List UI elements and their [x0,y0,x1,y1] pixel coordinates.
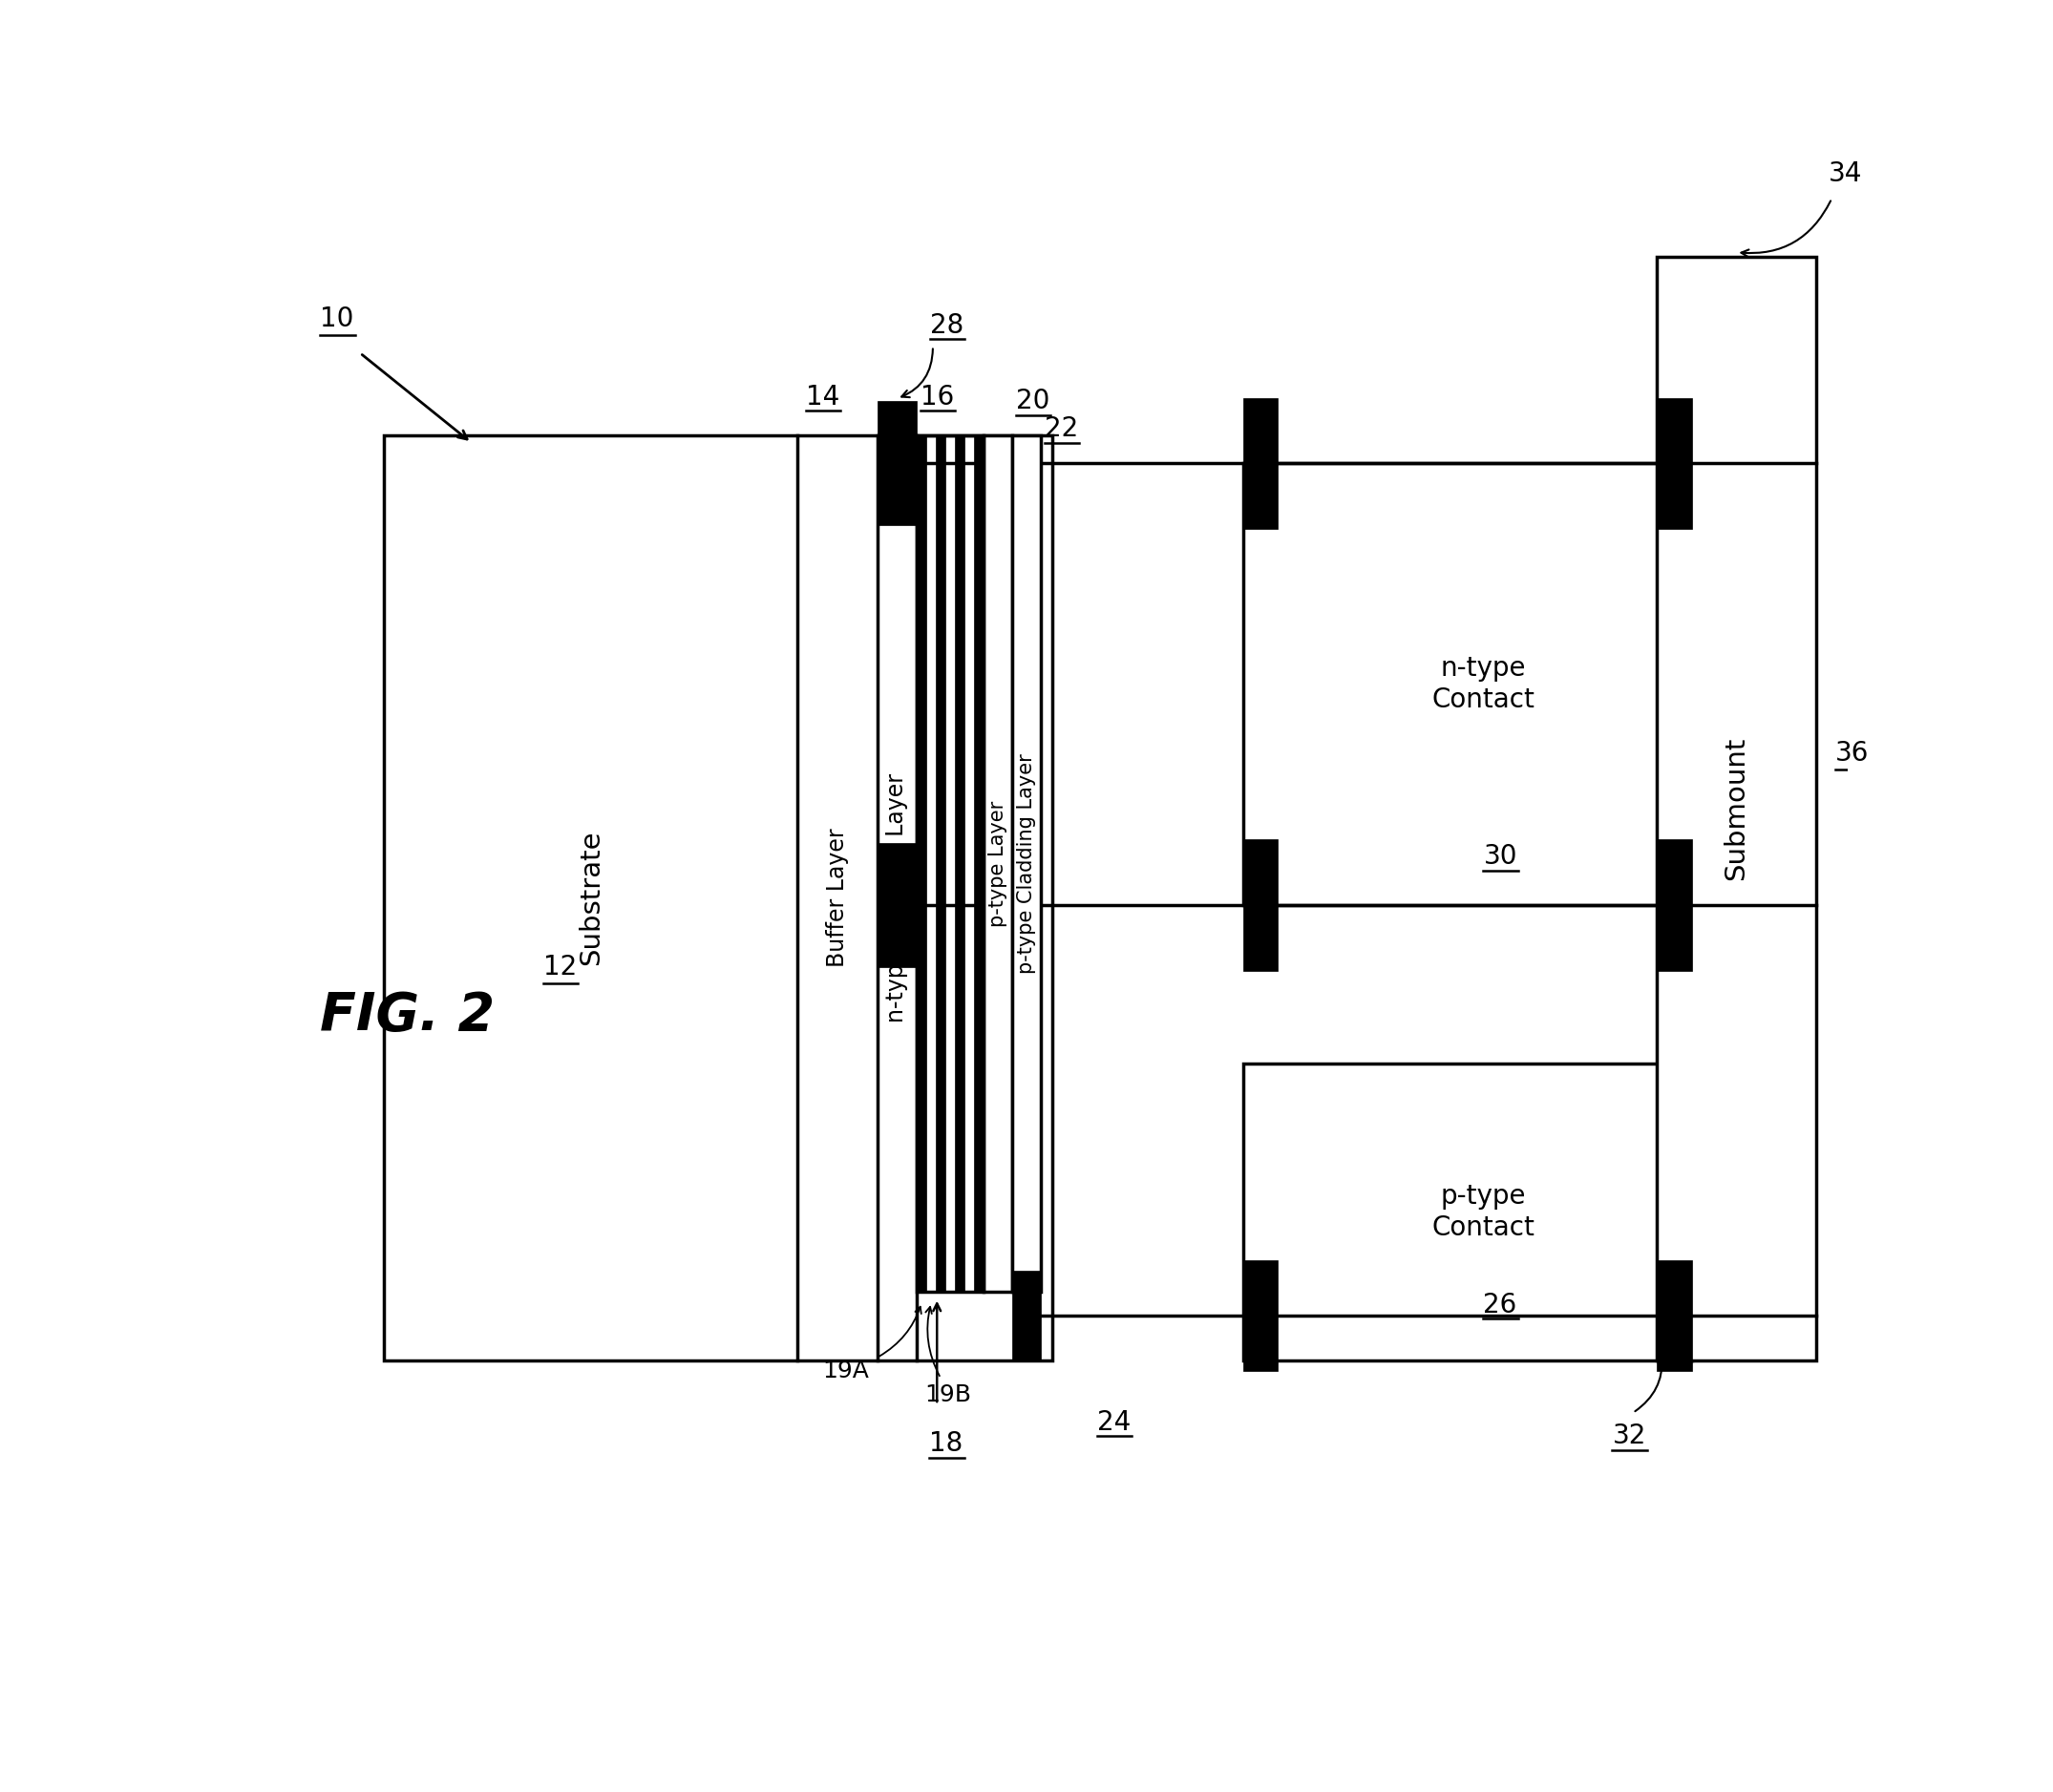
Text: 30: 30 [1484,844,1517,871]
Bar [955,435,965,1292]
Text: 12: 12 [542,953,577,980]
Text: 10: 10 [320,305,353,332]
Bar [1657,398,1692,529]
Bar [1657,1260,1692,1371]
Text: Substrate: Substrate [577,830,604,966]
Bar [1244,839,1279,971]
Text: 16: 16 [920,383,955,410]
Bar [1244,398,1279,529]
Bar [877,401,918,525]
Text: FIG. 2: FIG. 2 [320,989,495,1041]
Text: 18: 18 [930,1430,963,1457]
Text: p-type
Contact: p-type Contact [1431,1183,1536,1240]
Text: 19B: 19B [924,1383,971,1407]
Text: 34: 34 [1829,159,1862,186]
Bar [936,435,946,1292]
Bar [384,435,1053,1360]
Text: Buffer Layer: Buffer Layer [825,828,848,968]
Bar [1012,1271,1041,1360]
Bar [1657,256,1817,1360]
Bar [975,435,983,1292]
Text: 26: 26 [1484,1292,1517,1319]
Text: 36: 36 [1835,740,1868,767]
Bar [877,842,918,968]
Bar [1657,839,1692,971]
Text: 32: 32 [1612,1423,1647,1450]
Text: p-type Cladding Layer: p-type Cladding Layer [1016,753,1037,973]
Text: 20: 20 [1016,387,1049,414]
Text: p-type Layer: p-type Layer [987,801,1008,926]
Bar [918,435,983,1292]
Bar [918,435,926,1292]
Bar [1244,1260,1279,1371]
Text: n-type
Contact: n-type Contact [1431,656,1536,713]
Text: 28: 28 [930,312,963,339]
Text: n-type Cladding Layer: n-type Cladding Layer [885,774,909,1023]
Text: Submount: Submount [1722,737,1749,880]
Bar [1244,1064,1692,1360]
Text: 24: 24 [1096,1409,1131,1435]
Text: 22: 22 [1045,416,1078,443]
Bar [1244,464,1692,905]
Bar [1012,435,1041,1292]
Text: 14: 14 [805,383,840,410]
Text: 19A: 19A [823,1360,868,1383]
Bar [983,435,1012,1292]
